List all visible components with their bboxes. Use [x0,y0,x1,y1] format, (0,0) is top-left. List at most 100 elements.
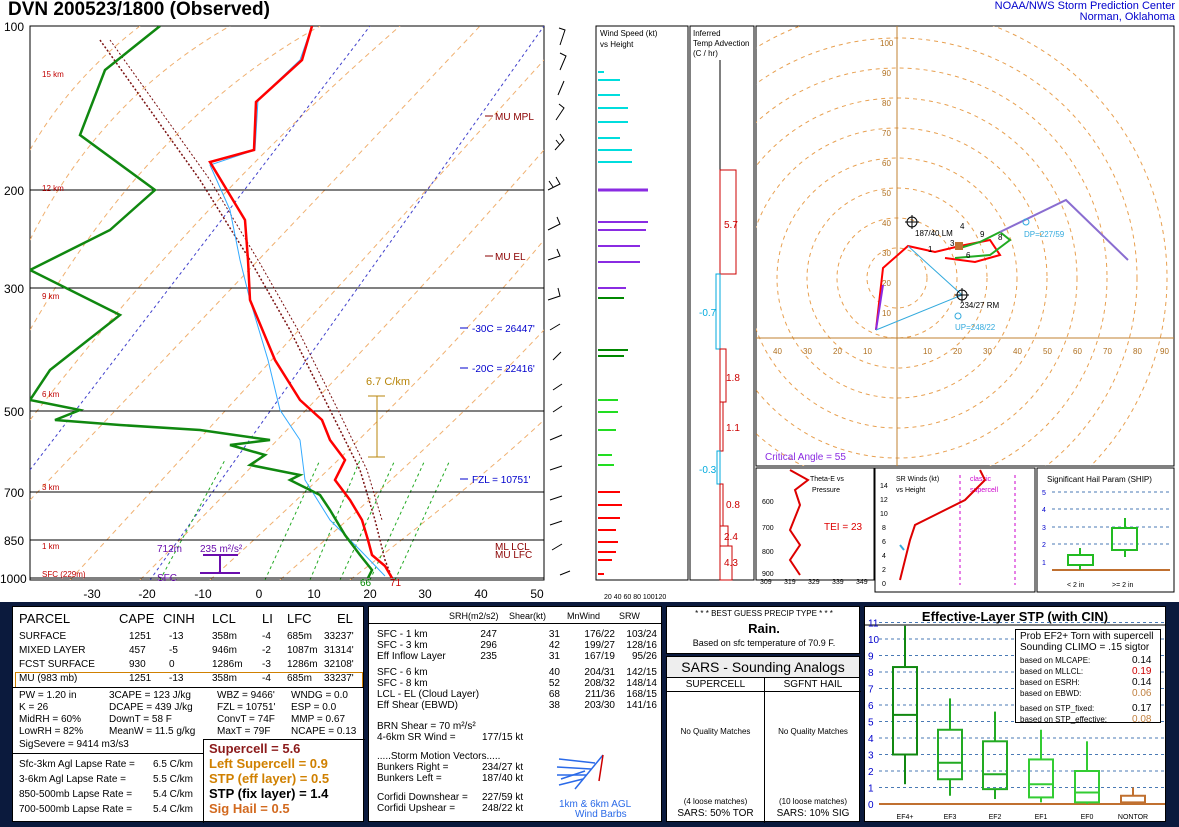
hodo-y-ticks: 100 90 80 70 60 50 40 30 20 10 [880,39,894,318]
height-tick: 15 km [42,70,64,79]
thetae-axes: 600 700 800 900 309 319 329 339 349 [760,499,868,586]
hodo-pt: 9 [980,230,985,239]
srw-tick: 6 [882,539,886,546]
stp-based-label: based on MLCAPE: [1020,656,1091,665]
adv-value: 5.7 [724,220,738,231]
hodo-tick: 20 [953,347,962,356]
parcel-cell: -5 [169,645,178,656]
parcel-trace [99,39,393,579]
corfidi-down-label: Corfidi Downshear = [377,792,468,803]
parcel-cell: MIXED LAYER [19,645,86,656]
hodo-tick: 70 [882,129,891,138]
hdr-li: LI [262,611,273,626]
rm-label: 234/27 RM [960,301,999,310]
agl-barbs-icon [556,754,604,790]
kin-cell: SFC - 1 km [377,629,428,640]
hodo-tick: 20 [833,347,842,356]
lm-label: 187/40 LM [915,229,953,238]
pressure-tick: 300 [4,282,24,296]
temp-tick: 20 [363,587,377,601]
hodo-pt: 3 [950,239,955,248]
kin-cell: 168/15 [626,689,657,700]
mixing-ratio-lines [159,459,451,580]
hdr-mnwind: MnWind [567,611,601,621]
advection-panel: Inferred Temp Advection (C / hr) 5.7 -0.… [689,25,755,581]
thetae-tick: 800 [762,549,774,556]
kin-cell: 296 [480,640,497,651]
composite-params: Supercell = 5.6 Left Supercell = 0.9 STP… [209,741,329,816]
srh-marker: 712m 235 m²/s² SFC 66 71 [157,544,402,589]
ml-lcl-label: ML LCL [495,542,530,553]
hodo-trace-upper [999,198,1129,261]
org-line1: NOAA/NWS Storm Prediction Center [994,0,1175,12]
lapse-value: 6.5 C/km [153,759,194,770]
temperature-axis: -30 -20 -10 0 10 20 30 40 50 [83,587,544,601]
stp-based-label: based on STP_fixed: [1020,704,1095,713]
thetae-tick: 309 [760,579,772,586]
temp-tick: 0 [256,587,263,601]
pressure-tick: 1000 [0,572,27,586]
sfc-label: SFC [157,573,177,584]
stp-title: Effective-Layer STP (with CIN) [921,609,1109,624]
lapse-value: 5.4 C/km [153,804,194,815]
sars-sh-noquality: No Quality Matches [778,727,848,736]
precip-box: * * * BEST GUESS PRECIP TYPE * * * Rain.… [666,606,860,654]
isotherms [30,26,544,580]
hodo-tick: 50 [882,189,891,198]
hodo-tick: 80 [882,99,891,108]
tei-label: TEI = 23 [824,522,863,533]
pressure-tick: 700 [4,486,24,500]
temp-tick: -20 [138,587,156,601]
wind-panel-title: Wind Speed (kt) [600,29,658,38]
srw-axis: 14 12 10 8 6 4 2 0 [880,483,888,588]
bunkers-left-label: Bunkers Left = [377,773,442,784]
hdr-srh: SRH(m2/s2) [449,611,499,621]
classic-label2: supercell [970,487,998,494]
misc-param: MaxT = 79F [217,726,271,737]
lapse-label: 700-500mb Lapse Rate = [19,804,133,815]
misc-param: MeanW = 11.5 g/kg [109,726,196,737]
hodo-tick: 60 [1073,347,1082,356]
thetae-tick: 319 [784,579,796,586]
hodo-pt: 6 [966,251,971,260]
skewt-panel: 100 200 300 500 700 850 1000 -30 -20 -10… [0,20,571,601]
hodo-tick: 50 [1043,347,1052,356]
wind-speed-bars [598,71,648,575]
stp-tick: 3 [868,751,874,762]
height-tick: 9 km [42,292,60,301]
ship-x2: >= 2 in [1112,582,1134,589]
mu-lfc-label: MU LFC [495,550,532,561]
hodo-tick: 20 [882,279,891,288]
srw-tick: 12 [880,497,888,504]
hodo-tick: 40 [773,347,782,356]
parcel-cell: 1286m [212,659,243,670]
stp-tick: 4 [868,734,874,745]
corfidi-up-label: Corfidi Upshear = [377,803,456,814]
stp-fix-param: STP (fix layer) = 1.4 [209,786,329,801]
hodo-pt: 8 [998,233,1003,242]
parcel-box: PARCEL CAPE CINH LCL LI LFC EL SigSevere… [12,606,365,823]
stp-based-value: 0.14 [1132,677,1152,688]
parcel-cell: -2 [262,645,271,656]
advection-bars [715,169,737,581]
misc-param: NCAPE = 0.13 [291,726,357,737]
sars-supercell-header: SUPERCELL [685,679,746,690]
sfc-temp: 71 [390,578,402,589]
kin-cell: 40 [548,667,560,678]
stp-box-EF1 [1028,729,1054,803]
parcel-cell: 946m [212,645,238,656]
hdr-shear: Shear(kt) [509,611,547,621]
lapse-rate-label: 6.7 C/km [366,376,410,388]
parcel-cell: 33237' [324,673,354,684]
parcel-cell: 1251 [129,631,152,642]
mu-el-label: MU EL [495,252,526,263]
stp-prob1: Prob EF2+ Torn with supercell [1020,631,1154,642]
upper-panels: 100 200 300 500 700 850 1000 -30 -20 -10… [0,20,1175,601]
kin-cell: 128/16 [626,640,657,651]
height-tick: 1 km [42,542,60,551]
corfidi-down-value: 227/59 kt [482,792,524,803]
wind-panel-axis: 20 40 60 80 100120 [604,594,666,601]
sars-title: SARS - Sounding Analogs [667,657,859,678]
bunkers-right-value: 234/27 kt [482,762,524,773]
